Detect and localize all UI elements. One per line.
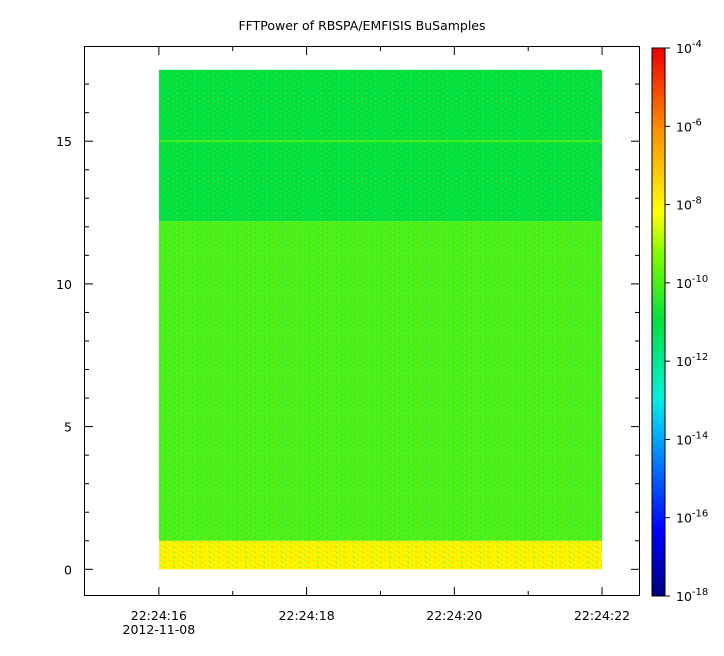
x-tick-label: 22:24:16 (131, 608, 187, 623)
colorbar-tick-label: 10-18 (676, 587, 708, 604)
colorbar-tick-label: 10-14 (676, 430, 708, 447)
x-axis: 22:24:16 22:24:18 22:24:20 22:24:22 2012-11-… (123, 47, 630, 637)
spectrogram-heatmap (158, 69, 603, 570)
colorbar-tick-label: 10-6 (676, 117, 702, 134)
colorbar (651, 47, 666, 597)
x-tick-label: 22:24:18 (279, 608, 335, 623)
colorbar-tick-label: 10-8 (676, 196, 702, 213)
colorbar-tick-label: 10-4 (676, 39, 702, 56)
y-tick-label: 10 (56, 277, 72, 292)
colorbar-tick-label: 10-10 (676, 274, 708, 291)
y-tick-label: 0 (64, 562, 72, 577)
colorbar-tick-label: 10-16 (676, 509, 708, 526)
y-tick-label: 15 (56, 134, 72, 149)
y-tick-label: 5 (64, 420, 72, 435)
x-date-label: 2012-11-08 (123, 622, 196, 637)
heatmap-texture-0 (158, 540, 603, 570)
x-tick-label: 22:24:22 (574, 608, 630, 623)
x-tick-label: 22:24:20 (426, 608, 482, 623)
colorbar-axis: 10-18 10-16 10-14 10-12 10-10 10-8 10-6 10-4 (665, 39, 708, 604)
heatmap-texture-2 (158, 69, 603, 222)
colorbar-tick-label: 10-12 (676, 352, 708, 369)
y-axis: 0 5 10 15 (56, 83, 639, 577)
chart-title: FFTPower of RBSPA/EMFISIS BuSamples (238, 18, 486, 33)
heatmap-texture-1 (158, 221, 603, 541)
